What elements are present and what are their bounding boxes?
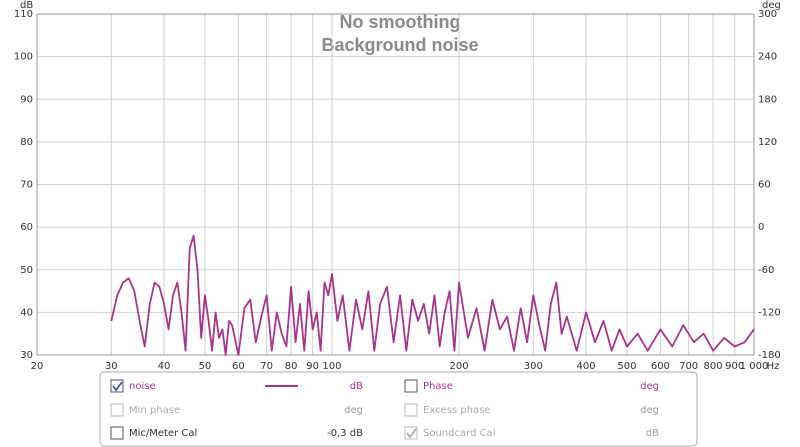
- chart-subtitle: Background noise: [321, 35, 478, 55]
- y-tick-label: 30: [20, 350, 33, 361]
- checkbox: [404, 426, 418, 440]
- y-tick-label: 60: [20, 222, 33, 233]
- x-tick-label: 70: [260, 361, 273, 372]
- x-tick-label: 40: [158, 361, 171, 372]
- trace-unit: dB: [646, 428, 659, 439]
- trace-unit: -0,3 dB: [327, 428, 363, 439]
- trace-panel: [99, 371, 698, 447]
- x-tick-label: 30: [105, 361, 118, 372]
- trace-label: Excess phase: [423, 405, 491, 416]
- checkmark: [112, 381, 123, 392]
- trace-label: Min phase: [129, 405, 180, 416]
- checkbox[interactable]: [110, 426, 124, 440]
- y-tick-label: 100: [14, 52, 33, 63]
- y2-tick-label: 240: [758, 52, 777, 63]
- y-tick-label: 90: [20, 94, 33, 105]
- x-tick-label: 500: [617, 361, 636, 372]
- checkbox[interactable]: [110, 379, 124, 393]
- y2-tick-label: -120: [758, 307, 781, 318]
- trace-label: Soundcard Cal: [423, 428, 495, 439]
- y2-tick-label: 120: [758, 137, 777, 148]
- trace-label: Mic/Meter Cal: [129, 428, 197, 439]
- checkbox: [404, 403, 418, 417]
- x-tick-label: 800: [704, 361, 723, 372]
- y2-tick-label: -60: [758, 265, 774, 276]
- x-tick-label: 300: [524, 361, 543, 372]
- y-tick-label: 70: [20, 180, 33, 191]
- x-tick-label: 200: [449, 361, 468, 372]
- y2-tick-label: 0: [758, 222, 764, 233]
- y2-tick-label: 180: [758, 94, 777, 105]
- x-tick-label: 700: [679, 361, 698, 372]
- y2-tick-label: -180: [758, 350, 781, 361]
- y2-axis-label: deg: [762, 0, 781, 11]
- y2-tick-label: 60: [758, 180, 771, 191]
- y-tick-label: 50: [20, 265, 33, 276]
- x-tick-label: 80: [285, 361, 298, 372]
- trace-label: noise: [129, 381, 156, 392]
- x-tick-label: 600: [651, 361, 670, 372]
- x-tick-label: 1 000: [740, 361, 769, 372]
- x-tick-label: 400: [577, 361, 596, 372]
- x-tick-label: 60: [232, 361, 245, 372]
- trace-unit: deg: [640, 381, 659, 392]
- trace-unit: deg: [344, 405, 363, 416]
- trace-unit: deg: [640, 405, 659, 416]
- chart-title: No smoothing: [340, 12, 461, 32]
- y-tick-label: 40: [20, 307, 33, 318]
- y2-tick-label: 300: [758, 9, 777, 20]
- checkmark: [406, 428, 417, 439]
- x-tick-label: 50: [199, 361, 212, 372]
- x-tick-label: 20: [31, 361, 44, 372]
- x-tick-label: 90: [306, 361, 319, 372]
- plot-frame: [36, 13, 755, 356]
- checkbox[interactable]: [404, 379, 418, 393]
- x-tick-label: 100: [322, 361, 341, 372]
- x-tick-label: 900: [725, 361, 744, 372]
- y-tick-label: 80: [20, 137, 33, 148]
- y-axis-label: dB: [20, 0, 33, 11]
- noise-line: [110, 234, 755, 356]
- checkbox: [110, 403, 124, 417]
- trace-unit: dB: [350, 381, 363, 392]
- trace-label: Phase: [423, 381, 453, 392]
- x-axis-label: Hz: [767, 361, 780, 372]
- y-tick-label: 110: [14, 9, 33, 20]
